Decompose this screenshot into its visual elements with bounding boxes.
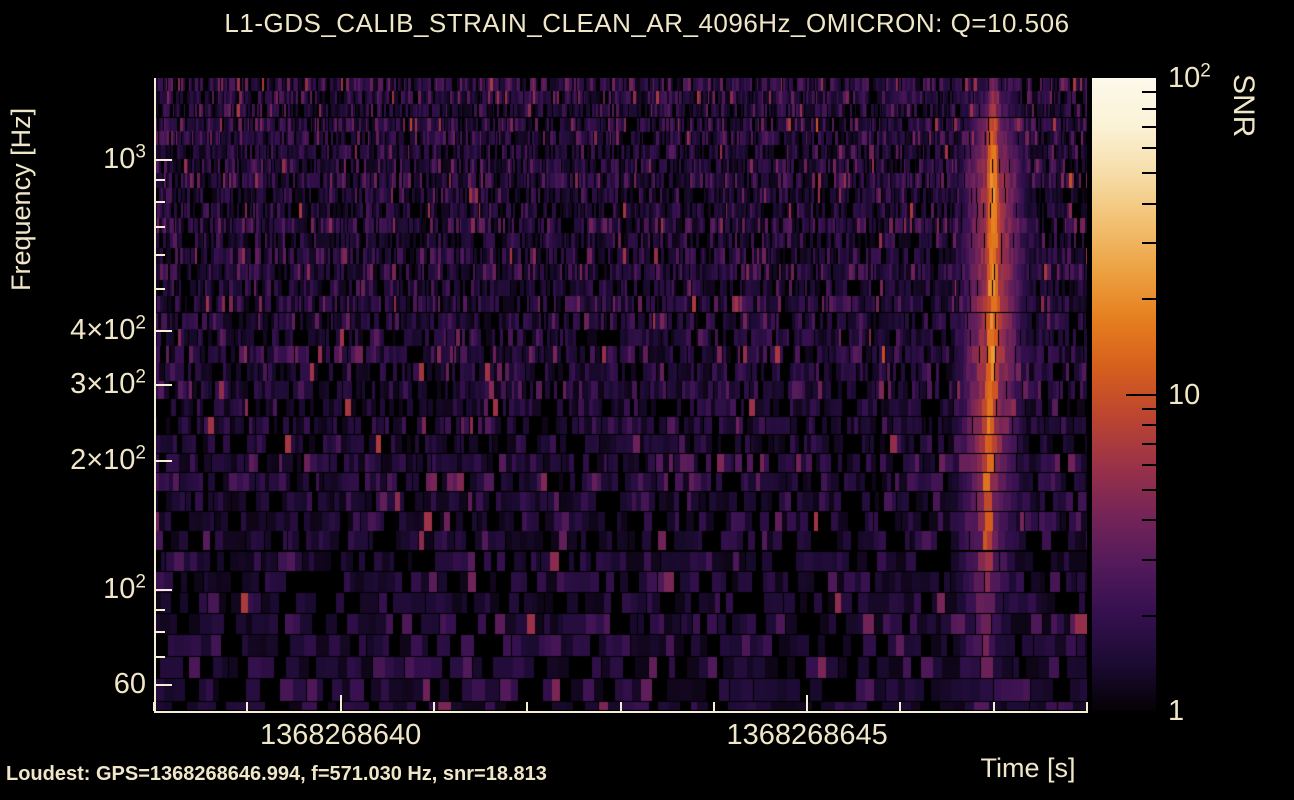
colorbar-minor-tick: [1142, 126, 1156, 129]
y-minor-tick: [156, 288, 165, 291]
y-minor-tick: [156, 178, 165, 181]
colorbar-minor-tick: [1142, 519, 1156, 522]
y-major-tick: [156, 383, 172, 386]
y-axis-title: Frequency [Hz]: [6, 107, 36, 291]
colorbar-minor-tick: [1142, 442, 1156, 445]
x-minor-tick: [1086, 702, 1088, 711]
colorbar-minor-tick: [1142, 107, 1156, 110]
colorbar-minor-tick: [1142, 407, 1156, 410]
x-tick-label: 1368268645: [726, 719, 888, 751]
colorbar-minor-tick: [1142, 614, 1156, 617]
y-tick-label: 60: [113, 668, 146, 701]
x-major-tick: [806, 695, 809, 711]
y-minor-tick: [156, 254, 165, 257]
x-minor-tick: [246, 702, 249, 711]
x-minor-tick: [526, 702, 529, 711]
y-axis-spine: [154, 78, 156, 713]
y-minor-tick: [156, 200, 165, 203]
loudest-event-text: Loudest: GPS=1368268646.994, f=571.030 H…: [6, 763, 547, 785]
colorbar-minor-tick: [1142, 91, 1156, 94]
y-major-tick: [156, 588, 172, 591]
spectrogram-canvas: [154, 78, 1087, 711]
y-minor-tick: [156, 630, 165, 633]
x-axis-spine: [154, 711, 1088, 713]
colorbar-minor-tick: [1142, 202, 1156, 205]
colorbar-minor-tick: [1142, 558, 1156, 561]
colorbar-minor-tick: [1142, 488, 1156, 491]
colorbar-minor-tick: [1142, 424, 1156, 427]
colorbar-tick-label: 1: [1168, 695, 1185, 727]
x-major-tick: [339, 695, 342, 711]
y-tick-label: 4×102: [70, 312, 146, 347]
colorbar-title: SNR: [1227, 74, 1260, 138]
x-minor-tick: [899, 702, 902, 711]
x-minor-tick: [432, 702, 435, 711]
colorbar-minor-tick: [1142, 463, 1156, 466]
y-major-tick: [156, 159, 172, 162]
x-tick-label: 1368268640: [259, 719, 422, 751]
y-major-tick: [156, 330, 172, 333]
y-major-tick: [156, 459, 172, 462]
colorbar-minor-tick: [1142, 298, 1156, 301]
y-minor-tick: [156, 608, 165, 611]
y-major-tick: [156, 684, 172, 687]
x-minor-tick: [712, 702, 715, 711]
x-axis-title: Time [s]: [980, 753, 1076, 783]
x-minor-tick: [992, 702, 995, 711]
colorbar-tick-label: 102: [1168, 60, 1211, 94]
colorbar-minor-tick: [1142, 242, 1156, 245]
x-minor-tick: [153, 702, 155, 711]
plot-title: L1-GDS_CALIB_STRAIN_CLEAN_AR_4096Hz_OMIC…: [224, 8, 1070, 38]
y-minor-tick: [156, 655, 165, 658]
y-tick-label: 3×102: [70, 366, 146, 400]
colorbar-minor-tick: [1142, 172, 1156, 175]
colorbar-tick-label: 10: [1168, 378, 1201, 411]
y-minor-tick: [156, 225, 165, 228]
y-tick-label: 103: [103, 141, 146, 176]
colorbar-major-tick: [1126, 393, 1156, 396]
colorbar-minor-tick: [1142, 147, 1156, 150]
y-tick-label: 102: [103, 571, 146, 605]
x-minor-tick: [619, 702, 622, 711]
y-tick-label: 2×102: [70, 441, 146, 476]
